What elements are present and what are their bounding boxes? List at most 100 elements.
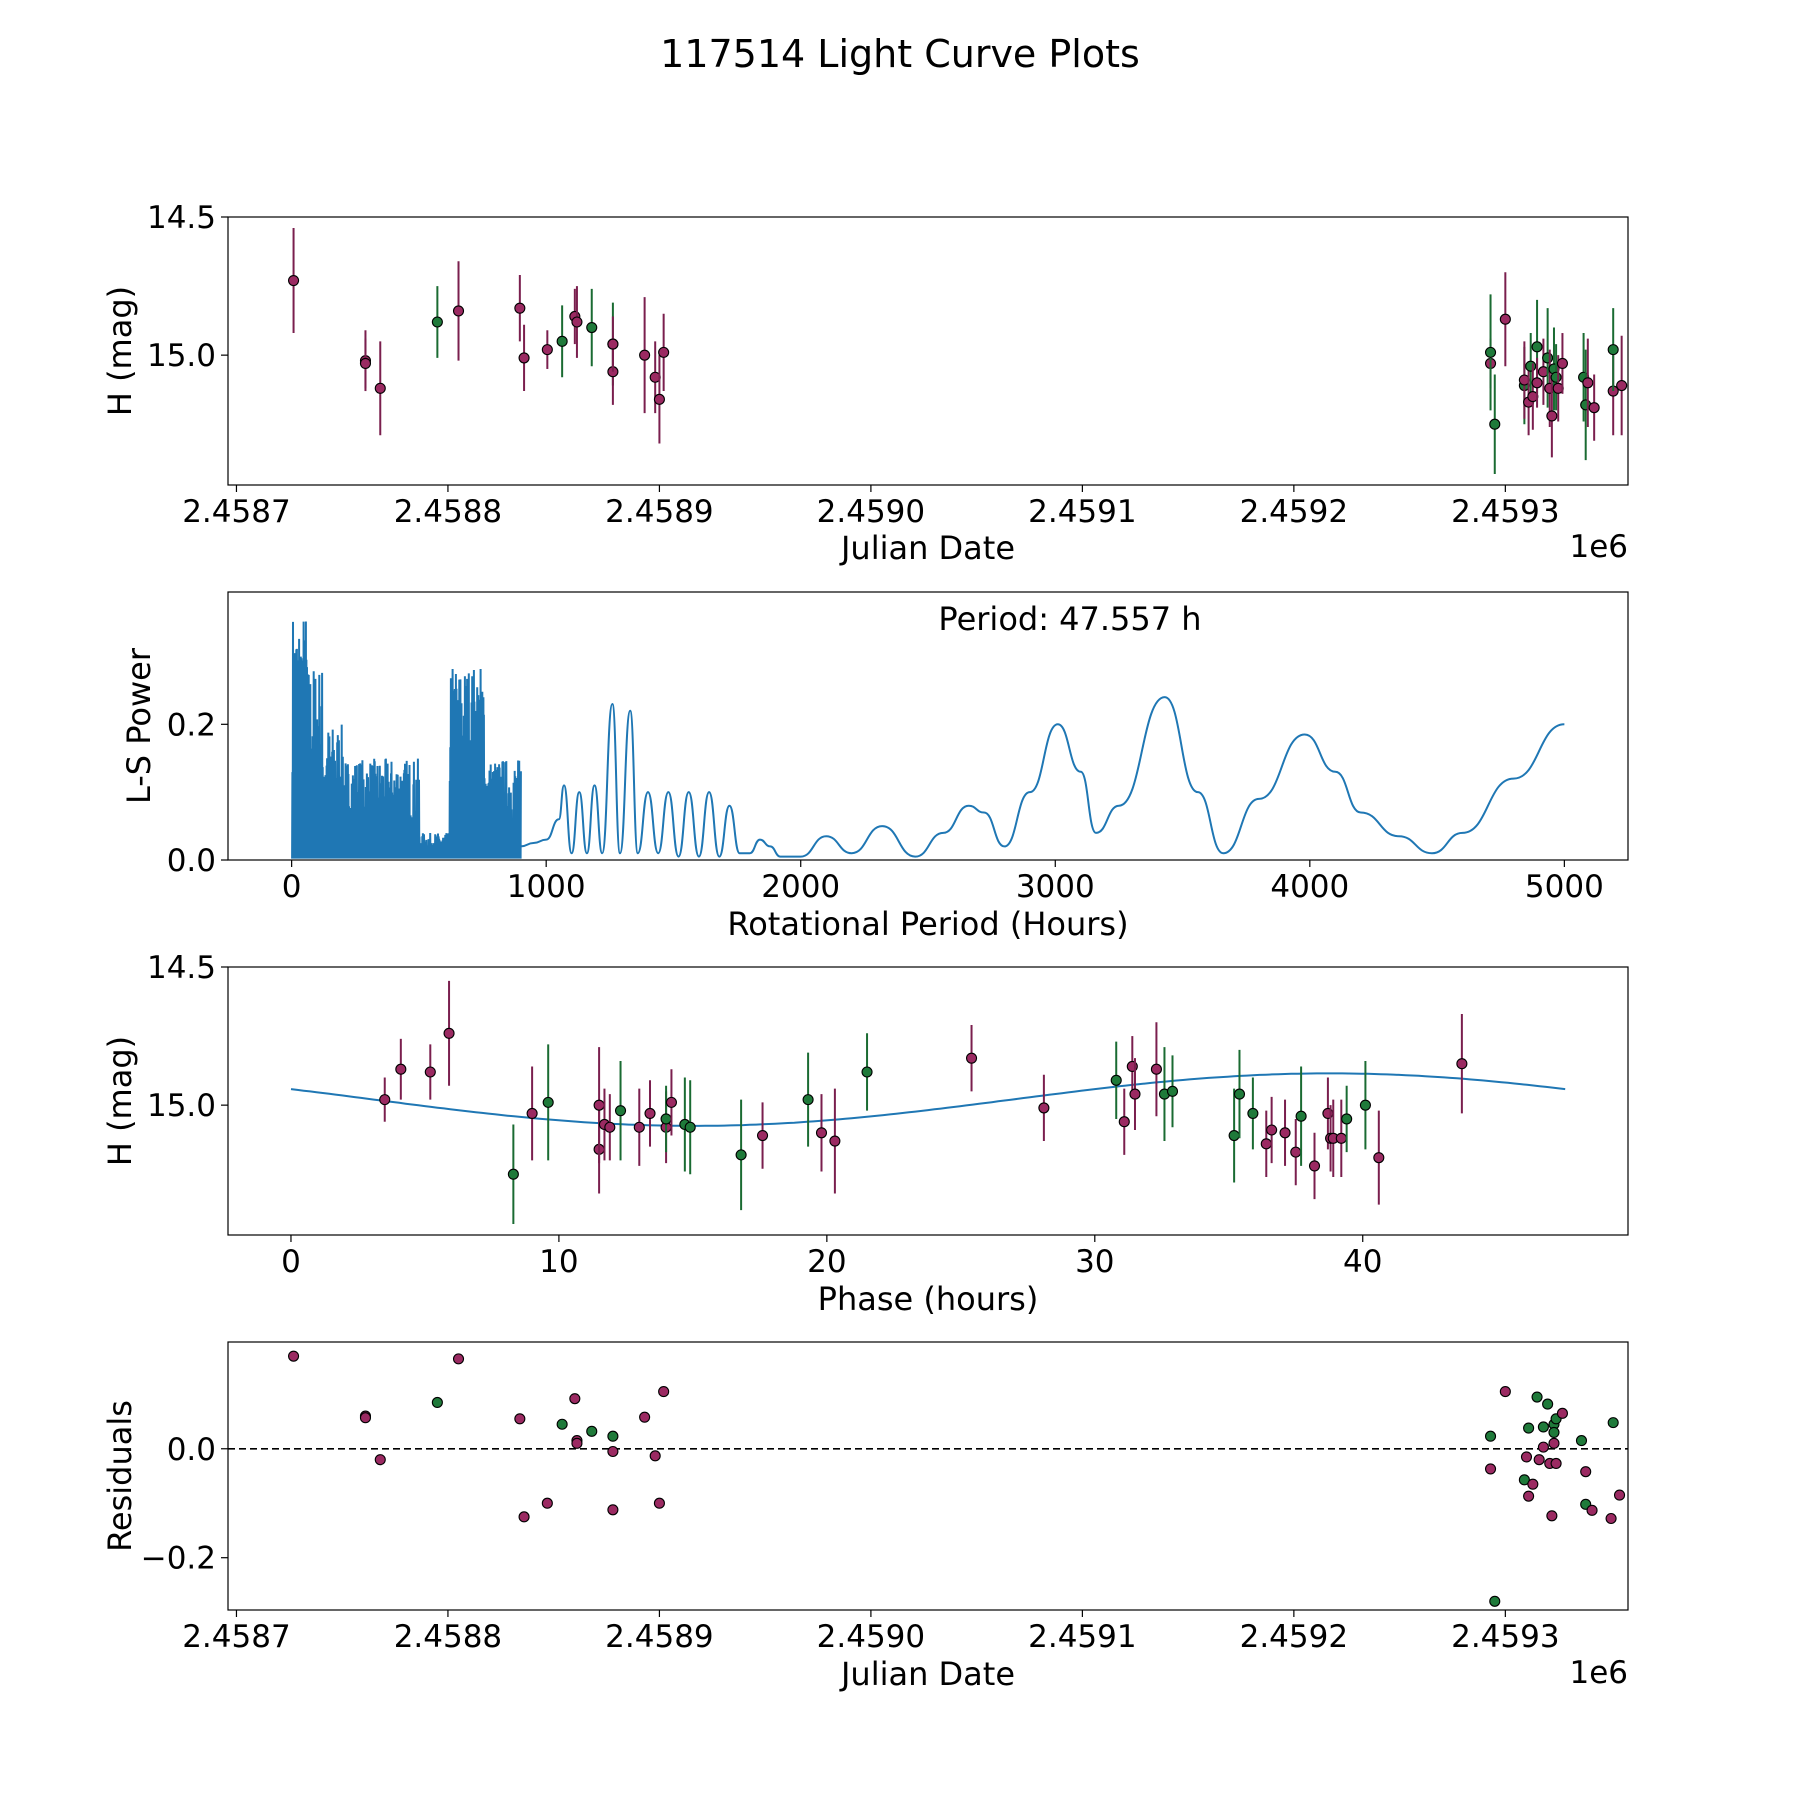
phased-xtick-label: 20: [807, 1244, 846, 1280]
residuals-ytick-label: 0.0: [167, 1432, 216, 1468]
phased-point: [604, 1121, 616, 1133]
residuals-xlabel: Julian Date: [839, 1655, 1015, 1693]
lightcurve-ylabel: H (mag): [101, 286, 139, 416]
phased-point: [1038, 1102, 1050, 1114]
lightcurve-point: [1531, 341, 1543, 353]
residuals-data: [228, 1350, 1628, 1607]
residuals-point: [374, 1454, 386, 1466]
phased-point: [614, 1105, 627, 1117]
residuals-point: [1484, 1463, 1497, 1475]
residuals-point: [541, 1497, 553, 1509]
residuals-point: [556, 1418, 568, 1430]
residuals-xtick-label: 2.4592: [1240, 1619, 1348, 1655]
phased-point: [1228, 1129, 1240, 1142]
period-annotation: Period: 47.557 h: [938, 600, 1201, 638]
lightcurve-point: [1582, 377, 1594, 389]
lightcurve-ytick-label: 15.0: [147, 338, 216, 374]
lightcurve-point: [518, 352, 530, 364]
lightcurve-point: [374, 382, 386, 394]
phased-point: [1233, 1088, 1246, 1100]
phased-xtick-label: 10: [539, 1244, 578, 1280]
phased-xtick-label: 40: [1343, 1244, 1382, 1280]
phased-point: [1118, 1116, 1130, 1128]
phased-point: [424, 1066, 436, 1078]
phased-point: [802, 1094, 814, 1106]
residuals-point: [607, 1445, 619, 1458]
residuals-point: [1523, 1422, 1535, 1434]
phased-point: [379, 1094, 391, 1106]
residuals-point: [571, 1437, 583, 1449]
phased-point: [861, 1066, 873, 1078]
lightcurve-xtick-label: 2.4589: [605, 494, 713, 530]
lightcurve-point: [1542, 352, 1554, 364]
periodogram-axes: 0 1000 2000 3000 4000 5000 0.0 0.2 Rotational Pe…: [120, 591, 1629, 943]
residuals-point: [1499, 1386, 1511, 1398]
residuals-point: [1489, 1595, 1501, 1607]
residuals-point: [359, 1412, 372, 1424]
periodogram-xtick-label: 5000: [1525, 869, 1604, 905]
residuals-point: [1484, 1430, 1497, 1442]
phased-point: [1166, 1085, 1179, 1097]
lightcurve-point: [1525, 360, 1537, 372]
lightcurve-point: [639, 349, 651, 361]
phased-point: [1266, 1124, 1278, 1136]
residuals-point: [452, 1353, 465, 1365]
periodogram-xtick-label: 0: [282, 869, 302, 905]
phased-point: [443, 1027, 455, 1039]
lightcurve-point: [288, 274, 300, 287]
residuals-point: [1613, 1489, 1626, 1501]
residuals-point: [1527, 1478, 1539, 1490]
residuals-point: [607, 1430, 619, 1442]
residuals-point: [1533, 1454, 1545, 1466]
phased-point: [633, 1121, 645, 1133]
lightcurve-point: [1484, 346, 1497, 358]
lightcurve-point: [607, 338, 619, 350]
residuals-point: [639, 1411, 651, 1423]
residuals-point: [586, 1425, 598, 1437]
phased-point: [1279, 1127, 1291, 1139]
phased-point: [542, 1096, 554, 1108]
phased-point: [735, 1149, 747, 1161]
phased-point: [526, 1107, 538, 1119]
lightcurve-point: [571, 316, 583, 328]
residuals-xtick-label: 2.4591: [1028, 1619, 1136, 1655]
lightcurve-offset-label: 1e6: [1569, 529, 1628, 565]
residuals-point: [1518, 1474, 1530, 1486]
lightcurve-data: [288, 228, 1628, 474]
phased-point: [1110, 1074, 1122, 1086]
phased-point: [1129, 1088, 1141, 1100]
phased-point: [1260, 1138, 1272, 1150]
residuals-point: [569, 1393, 581, 1405]
lightcurve-point: [1489, 418, 1501, 430]
phased-ylabel: H (mag): [101, 1036, 139, 1166]
residuals-offset-label: 1e6: [1569, 1655, 1628, 1691]
residuals-point: [1531, 1391, 1543, 1403]
residuals-frame: [227, 1341, 1629, 1611]
phased-point: [829, 1135, 841, 1147]
phased-point: [1308, 1160, 1321, 1172]
lightcurve-point: [359, 357, 372, 369]
lightcurve-xtick-label: 2.4592: [1240, 494, 1348, 530]
periodogram-data: [291, 621, 1565, 859]
periodogram-ytick-label: 0.0: [167, 843, 216, 879]
phased-point: [660, 1113, 672, 1125]
phased-xtick-label: 0: [281, 1244, 301, 1280]
lightcurve-xtick-label: 2.4590: [817, 494, 925, 530]
lightcurve-point: [658, 346, 670, 358]
lightcurve-ytick-label: 14.5: [147, 200, 216, 236]
lightcurve-xtick-label: 2.4587: [182, 494, 290, 530]
residuals-point: [1556, 1407, 1568, 1419]
lightcurve-point: [452, 305, 465, 317]
lightcurve-point: [541, 344, 553, 356]
residuals-xtick-label: 2.4590: [817, 1619, 925, 1655]
phased-ytick-label: 14.5: [147, 950, 216, 986]
phased-point: [1247, 1107, 1259, 1119]
residuals-xtick-label: 2.4593: [1451, 1619, 1559, 1655]
phased-ytick-label: 15.0: [147, 1088, 216, 1124]
residuals-axes: 2.4587 2.4588 2.4589 2.4590 2.4591 2.4592 2.45…: [101, 1341, 1629, 1693]
residuals-point: [649, 1450, 661, 1462]
residuals-point: [1605, 1512, 1617, 1525]
lightcurve-point: [1607, 344, 1619, 356]
lightcurve-point: [1546, 410, 1558, 422]
